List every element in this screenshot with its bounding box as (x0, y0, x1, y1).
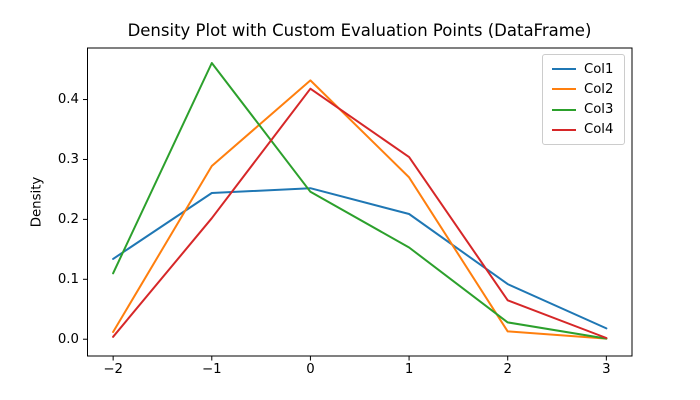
x-tick-label: 0 (306, 362, 315, 377)
legend-label: Col3 (584, 102, 614, 118)
series-line-col4 (112, 87, 608, 339)
series-line-col3 (112, 62, 608, 340)
legend-entry-col3: Col3 (552, 103, 616, 116)
legend-line-sample (552, 128, 576, 131)
axes-spines (87, 47, 633, 357)
y-tick-label: 0.2 (57, 211, 79, 227)
legend-entry-col4: Col4 (552, 123, 616, 136)
legend-entry-col2: Col2 (552, 83, 616, 96)
x-tick-label: −1 (201, 362, 222, 377)
legend-label: Col4 (584, 122, 614, 138)
legend-line-sample (552, 68, 576, 71)
chart-title: Density Plot with Custom Evaluation Poin… (127, 21, 592, 40)
y-tick-label: 0.0 (57, 331, 79, 347)
y-tick-label: 0.4 (57, 92, 79, 108)
x-tick-label: −2 (103, 362, 123, 377)
x-tick-label: 3 (602, 362, 611, 377)
x-tick-label: 1 (404, 362, 414, 377)
series-line-col2 (112, 79, 608, 340)
legend: Col1 Col2 Col3 Col4 (542, 54, 625, 145)
legend-line-sample (552, 108, 576, 111)
legend-entry-col1: Col1 (552, 61, 616, 77)
legend-label: Col1 (584, 61, 614, 77)
y-tick-label: 0.1 (57, 271, 79, 287)
legend-line-sample (552, 88, 576, 91)
y-tick-label: 0.3 (57, 151, 79, 167)
legend-label: Col2 (584, 81, 614, 97)
series-line-col1 (112, 187, 608, 330)
x-tick-label: 2 (503, 362, 512, 377)
